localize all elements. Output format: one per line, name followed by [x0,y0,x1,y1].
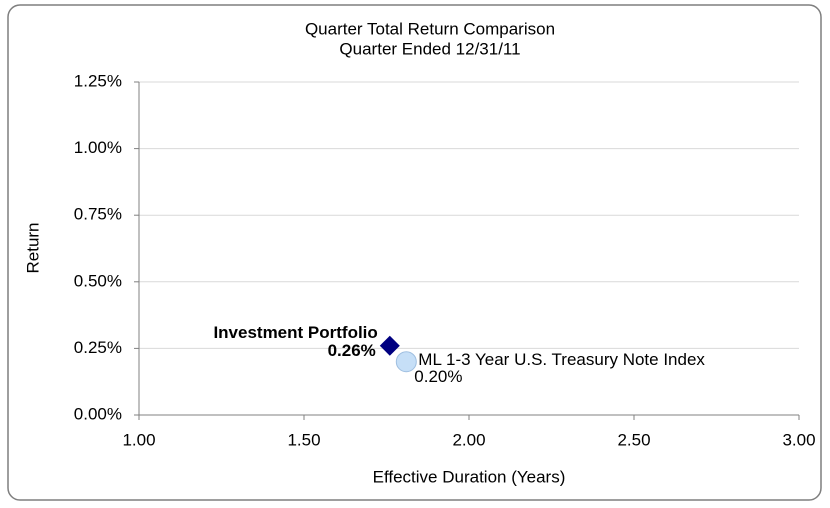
point-name: ML 1-3 Year U.S. Treasury Note Index [418,350,705,369]
chart-title: Quarter Total Return Comparison [305,19,555,38]
point-value-label: 0.20% [414,367,462,386]
x-tick-label: 1.50 [287,430,320,449]
x-axis-label: Effective Duration (Years) [373,467,566,486]
point-marker [395,351,417,373]
point-marker [379,335,400,356]
x-tick-label: 3.00 [782,430,815,449]
y-tick-label: 0.50% [74,271,122,290]
x-tick-label: 2.00 [452,430,485,449]
y-tick-label: 0.25% [74,338,122,357]
y-tick-label: 0.00% [74,404,122,423]
chart-frame [7,4,822,501]
y-axis-label: Return [23,222,42,273]
x-tick-label: 2.50 [617,430,650,449]
x-tick-label: 1.00 [122,430,155,449]
y-tick-label: 1.25% [74,71,122,90]
point-value-label: 0.26% [328,341,376,360]
y-tick-label: 1.00% [74,138,122,157]
chart-subtitle: Quarter Ended 12/31/11 [339,39,520,58]
point-name: Investment Portfolio [213,323,377,342]
y-tick-label: 0.75% [74,205,122,224]
